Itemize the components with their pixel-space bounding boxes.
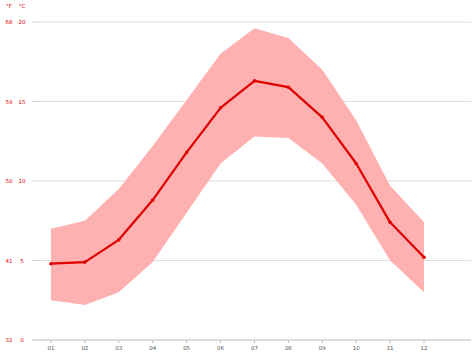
y2-tick <box>32 181 34 182</box>
x-tick-label: 06 <box>217 345 224 351</box>
average-point <box>354 162 358 166</box>
x-axis <box>34 340 471 341</box>
y-axis-label: °C <box>19 3 26 9</box>
average-point <box>185 151 189 155</box>
x-tick <box>152 340 153 343</box>
y2-tick <box>32 101 34 102</box>
x-tick-label: 08 <box>285 345 292 351</box>
average-point <box>49 262 53 266</box>
average-point <box>253 79 257 83</box>
x-tick <box>186 340 187 343</box>
x-tick-label: 09 <box>319 345 326 351</box>
y2-tick-label: 59 <box>6 99 13 105</box>
y2-tick <box>32 340 34 341</box>
y2-axis-label: °F <box>6 3 12 9</box>
y2-tick <box>32 260 34 261</box>
x-tick-label: 02 <box>81 345 88 351</box>
x-tick <box>50 340 51 343</box>
x-tick-label: 03 <box>115 345 122 351</box>
y-tick-label: 15 <box>19 99 26 105</box>
x-tick <box>322 340 323 343</box>
average-point <box>117 238 121 242</box>
y2-tick-label: 41 <box>6 258 13 264</box>
y2-tick-label: 32 <box>6 337 13 343</box>
range-band <box>51 28 424 305</box>
grid-line <box>34 181 471 182</box>
x-tick <box>424 340 425 343</box>
average-point <box>287 85 291 89</box>
y2-tick-label: 68 <box>6 19 13 25</box>
x-tick <box>254 340 255 343</box>
average-line <box>51 81 424 264</box>
average-point <box>83 260 87 264</box>
average-point <box>422 256 426 260</box>
grid-line <box>34 340 471 341</box>
x-tick <box>220 340 221 343</box>
average-point <box>151 198 155 202</box>
x-tick-label: 05 <box>183 345 190 351</box>
x-tick <box>390 340 391 343</box>
plot-area <box>49 28 426 305</box>
average-point <box>320 116 324 120</box>
average-point <box>388 221 392 225</box>
x-tick-label: 07 <box>251 345 258 351</box>
x-tick-label: 04 <box>149 345 156 351</box>
x-tick-label: 01 <box>47 345 54 351</box>
grid-line <box>34 22 471 23</box>
x-tick-label: 11 <box>387 345 394 351</box>
average-point <box>219 106 223 110</box>
y-tick-label: 0 <box>20 337 24 343</box>
x-tick <box>84 340 85 343</box>
chart-svg: 051015203241505968°C°F010203040506070809… <box>0 0 474 355</box>
x-tick <box>288 340 289 343</box>
y-tick-label: 10 <box>19 178 26 184</box>
y2-tick <box>32 22 34 23</box>
y-tick-label: 5 <box>20 258 24 264</box>
x-tick-label: 10 <box>353 345 360 351</box>
chart-root: 051015203241505968°C°F010203040506070809… <box>0 0 474 355</box>
y-tick-label: 20 <box>19 19 26 25</box>
x-tick <box>356 340 357 343</box>
x-tick-label: 12 <box>421 345 428 351</box>
x-tick <box>118 340 119 343</box>
y2-tick-label: 50 <box>6 178 13 184</box>
